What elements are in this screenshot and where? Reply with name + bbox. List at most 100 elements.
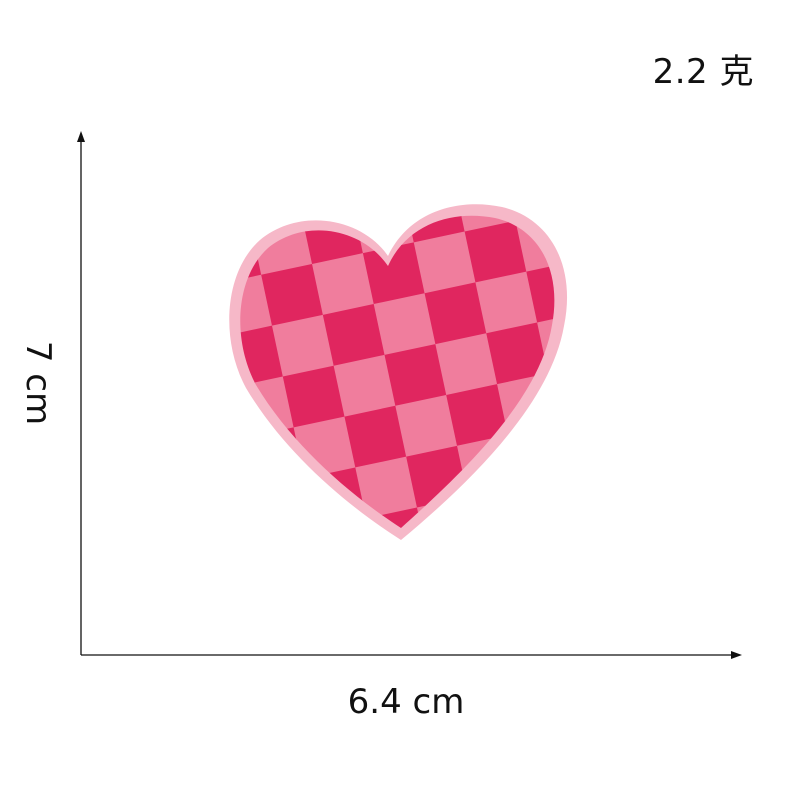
- checker-square: [547, 362, 555, 425]
- checker-square: [424, 282, 487, 345]
- checker-square: [617, 188, 679, 250]
- checker-square: [240, 488, 265, 528]
- checker-square: [337, 620, 399, 682]
- checker-square: [330, 90, 392, 152]
- checker-square: [341, 141, 403, 203]
- checker-square: [392, 130, 454, 192]
- checker-square: [668, 177, 730, 239]
- checker-square: [642, 555, 704, 617]
- checker-square: [170, 336, 232, 398]
- checker-square: [333, 354, 396, 418]
- checker-square: [679, 228, 741, 290]
- checker-square: [428, 547, 490, 609]
- checker-square: [130, 398, 192, 460]
- checker-square: [127, 133, 189, 195]
- checker-square: [566, 199, 628, 261]
- checker-square: [381, 79, 443, 141]
- checker-square: [253, 478, 316, 528]
- checker-square: [475, 271, 538, 334]
- checker-square: [693, 544, 755, 606]
- checker-square: [261, 263, 324, 327]
- checker-square: [76, 144, 138, 206]
- checker-square: [178, 122, 240, 184]
- checker-square: [446, 384, 509, 447]
- checker-square: [282, 365, 346, 428]
- checker-square: [518, 474, 555, 528]
- checker-square: [580, 515, 642, 577]
- checker-square: [264, 529, 326, 591]
- checker-square: [119, 347, 181, 409]
- checker-square: [711, 381, 773, 443]
- checker-square: [556, 148, 618, 210]
- vertical-arrowhead: [77, 131, 85, 142]
- checker-square: [229, 111, 291, 173]
- checker-square: [439, 598, 501, 660]
- checker-square: [344, 405, 407, 468]
- weight-label: 2.2 克: [652, 52, 754, 92]
- checker-square: [704, 595, 766, 657]
- checker-square: [551, 628, 613, 690]
- checker-square: [596, 86, 658, 148]
- checker-square: [591, 566, 653, 628]
- checker-square: [373, 293, 436, 356]
- checker-square: [98, 245, 160, 307]
- checker-square: [315, 518, 378, 528]
- checker-pattern: [76, 57, 800, 690]
- checker-square: [755, 584, 800, 646]
- checker-square: [109, 296, 171, 358]
- checker-square: [682, 493, 744, 555]
- checker-square: [159, 285, 221, 347]
- checker-square: [413, 231, 477, 294]
- checker-square: [526, 260, 555, 323]
- checker-square: [240, 274, 273, 337]
- checker-square: [650, 341, 712, 403]
- checker-square: [570, 464, 632, 526]
- checker-square: [141, 449, 203, 511]
- checker-square: [588, 301, 650, 363]
- checker-square: [628, 239, 690, 301]
- checker-square: [610, 402, 672, 464]
- checker-square: [432, 68, 494, 130]
- checker-square: [271, 314, 335, 378]
- checker-square: [326, 569, 388, 631]
- checker-square: [639, 290, 701, 352]
- checker-square: [384, 343, 447, 407]
- checker-square: [275, 580, 337, 642]
- checker-square: [577, 250, 639, 312]
- checker-square: [377, 558, 439, 620]
- checker-square: [435, 333, 498, 396]
- checker-square: [701, 330, 763, 392]
- checker-square: [173, 601, 235, 663]
- checker-square: [540, 577, 602, 639]
- checker-square: [213, 540, 275, 602]
- checker-square: [443, 119, 505, 181]
- checker-square: [280, 100, 342, 162]
- checker-square: [362, 242, 426, 305]
- checker-square: [290, 151, 352, 213]
- checker-square: [733, 483, 795, 545]
- checker-square: [322, 303, 386, 367]
- checker-square: [149, 235, 211, 297]
- horizontal-arrowhead: [731, 651, 742, 659]
- checker-square: [483, 57, 545, 119]
- checker-square: [657, 127, 719, 189]
- checker-square: [507, 424, 555, 487]
- checker-square: [545, 97, 607, 159]
- checker-square: [240, 215, 302, 225]
- checker-square: [355, 456, 418, 519]
- checker-square: [660, 392, 722, 454]
- checker-square: [489, 587, 551, 649]
- checker-square: [240, 215, 251, 236]
- checker-square: [240, 387, 244, 450]
- checker-square: [224, 591, 286, 653]
- checker-square: [653, 606, 715, 668]
- checker-square: [744, 533, 800, 595]
- checker-square: [312, 253, 375, 316]
- checker-square: [559, 413, 621, 475]
- checker-square: [690, 279, 752, 341]
- checker-square: [467, 485, 531, 528]
- width-label: 6.4 cm: [347, 682, 465, 722]
- checker-square: [464, 220, 527, 283]
